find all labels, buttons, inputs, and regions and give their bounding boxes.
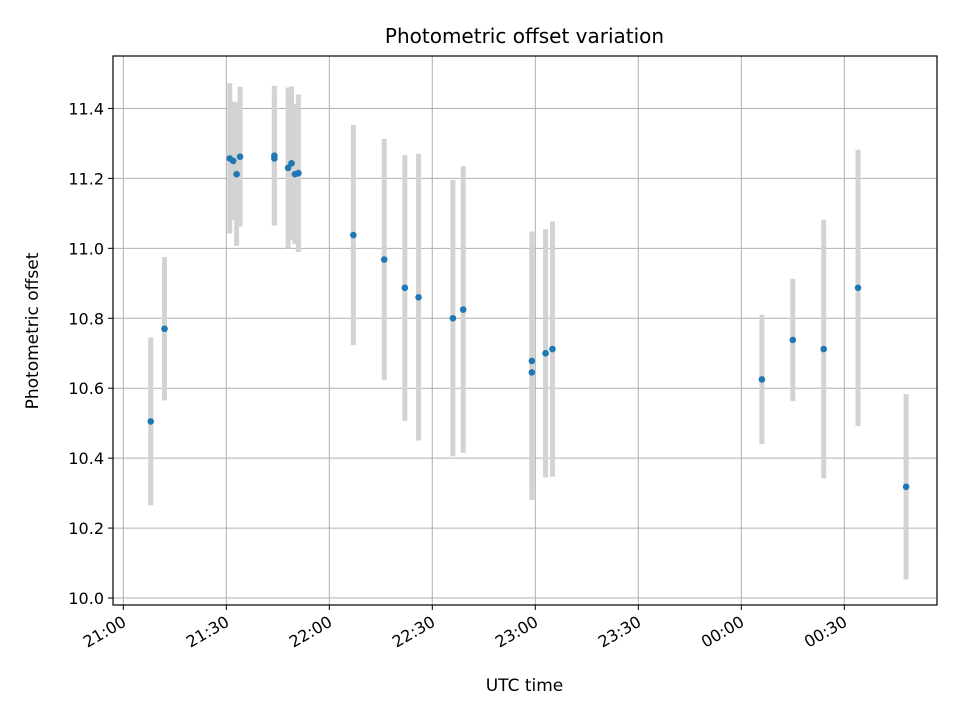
y-tick-label: 11.4 [68, 99, 104, 118]
y-axis-label: Photometric offset [23, 252, 43, 409]
x-tick-label: 23:00 [492, 612, 541, 652]
y-tick-label: 11.0 [68, 239, 104, 258]
data-point [854, 284, 862, 292]
x-tick-label: 21:00 [80, 612, 129, 652]
data-point [401, 284, 409, 292]
x-tick-label: 21:30 [183, 612, 232, 652]
data-point [459, 306, 467, 313]
data-points [147, 152, 910, 491]
data-point [820, 345, 827, 353]
data-point [284, 164, 292, 172]
data-point [147, 418, 155, 425]
data-point [449, 314, 457, 322]
y-tick-label: 11.2 [68, 169, 104, 188]
data-point [288, 160, 295, 167]
data-point [528, 357, 536, 365]
x-tick-label: 00:00 [698, 612, 747, 652]
data-point [789, 336, 797, 344]
x-axis-label: UTC time [486, 676, 564, 696]
y-axis: 10.0 10.2 10.4 10.6 10.8 11.0 11.2 11.4 [68, 99, 113, 608]
grid [113, 56, 937, 605]
chart-title: Photometric offset variation [385, 24, 664, 48]
data-point [161, 325, 168, 333]
x-tick-label: 23:30 [595, 612, 644, 652]
data-point [542, 349, 549, 357]
data-point [415, 293, 422, 301]
plot-frame [112, 55, 938, 606]
data-point [233, 170, 240, 178]
data-point [236, 153, 244, 161]
x-tick-label: 00:30 [801, 612, 850, 652]
data-point [229, 157, 237, 165]
x-tick-label: 22:00 [286, 612, 335, 652]
data-point [549, 345, 556, 353]
y-tick-label: 10.4 [68, 449, 104, 468]
y-tick-label: 10.8 [68, 309, 104, 328]
y-tick-label: 10.0 [68, 589, 104, 608]
error-bars [148, 83, 909, 580]
data-point [758, 376, 766, 383]
data-point [528, 369, 536, 376]
data-point [380, 256, 388, 263]
y-tick-label: 10.6 [68, 379, 104, 398]
y-tick-label: 10.2 [68, 519, 104, 538]
data-point [295, 169, 302, 177]
x-axis: 21:00 21:30 22:00 22:30 23:00 23:30 00:00 00:30 [80, 605, 850, 652]
data-point [902, 483, 910, 491]
x-tick-label: 22:30 [389, 612, 438, 652]
data-point [350, 231, 357, 239]
data-point [271, 152, 278, 159]
